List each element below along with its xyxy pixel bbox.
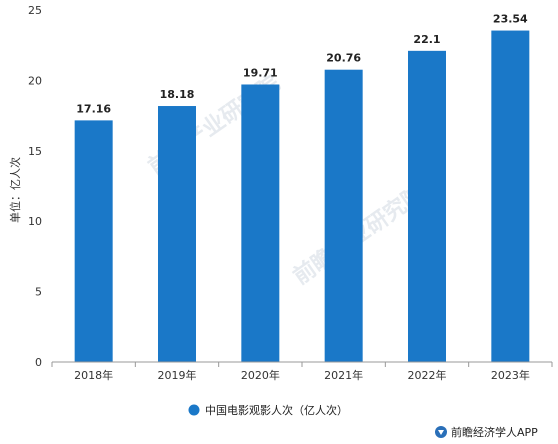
legend-marker bbox=[188, 404, 200, 416]
y-axis-title: 单位：亿人次 bbox=[8, 157, 22, 223]
data-label: 23.54 bbox=[493, 13, 528, 26]
data-label: 17.16 bbox=[76, 102, 111, 115]
x-tick-label: 2020年 bbox=[241, 368, 280, 382]
bars bbox=[74, 30, 530, 363]
bar bbox=[408, 50, 446, 362]
y-tick-label: 25 bbox=[28, 4, 42, 17]
x-tick-label: 2023年 bbox=[491, 368, 530, 382]
y-tick-label: 15 bbox=[28, 145, 42, 158]
data-label: 19.71 bbox=[243, 66, 278, 79]
data-label: 20.76 bbox=[326, 52, 361, 65]
bar bbox=[491, 30, 530, 363]
legend-label: 中国电影观影人次（亿人次） bbox=[205, 403, 348, 417]
y-tick-label: 5 bbox=[35, 286, 42, 299]
data-label: 22.1 bbox=[413, 33, 440, 46]
bar bbox=[241, 84, 280, 362]
x-tick-label: 2019年 bbox=[158, 368, 197, 382]
bar bbox=[74, 120, 113, 362]
y-tick-label: 0 bbox=[35, 356, 42, 369]
x-tick-label: 2022年 bbox=[408, 368, 447, 382]
x-tick-label: 2018年 bbox=[74, 368, 113, 382]
source-label: 前瞻经济学人APP bbox=[451, 425, 538, 439]
bar bbox=[324, 69, 363, 362]
y-axis-ticks: 0 5 10 15 20 25 bbox=[28, 4, 42, 369]
qianzhan-logo-icon bbox=[435, 426, 447, 438]
bar bbox=[158, 106, 196, 362]
y-tick-label: 10 bbox=[28, 215, 42, 228]
source: 前瞻经济学人APP bbox=[435, 425, 538, 439]
data-labels: 17.16 18.18 19.71 20.76 22.1 23.54 bbox=[76, 13, 528, 116]
data-label: 18.18 bbox=[160, 88, 195, 101]
x-tick-label: 2021年 bbox=[324, 368, 363, 382]
x-axis-ticks: 2018年 2019年 2020年 2021年 2022年 2023年 bbox=[51, 362, 553, 382]
legend: 中国电影观影人次（亿人次） bbox=[188, 403, 348, 417]
y-tick-label: 20 bbox=[28, 74, 42, 87]
